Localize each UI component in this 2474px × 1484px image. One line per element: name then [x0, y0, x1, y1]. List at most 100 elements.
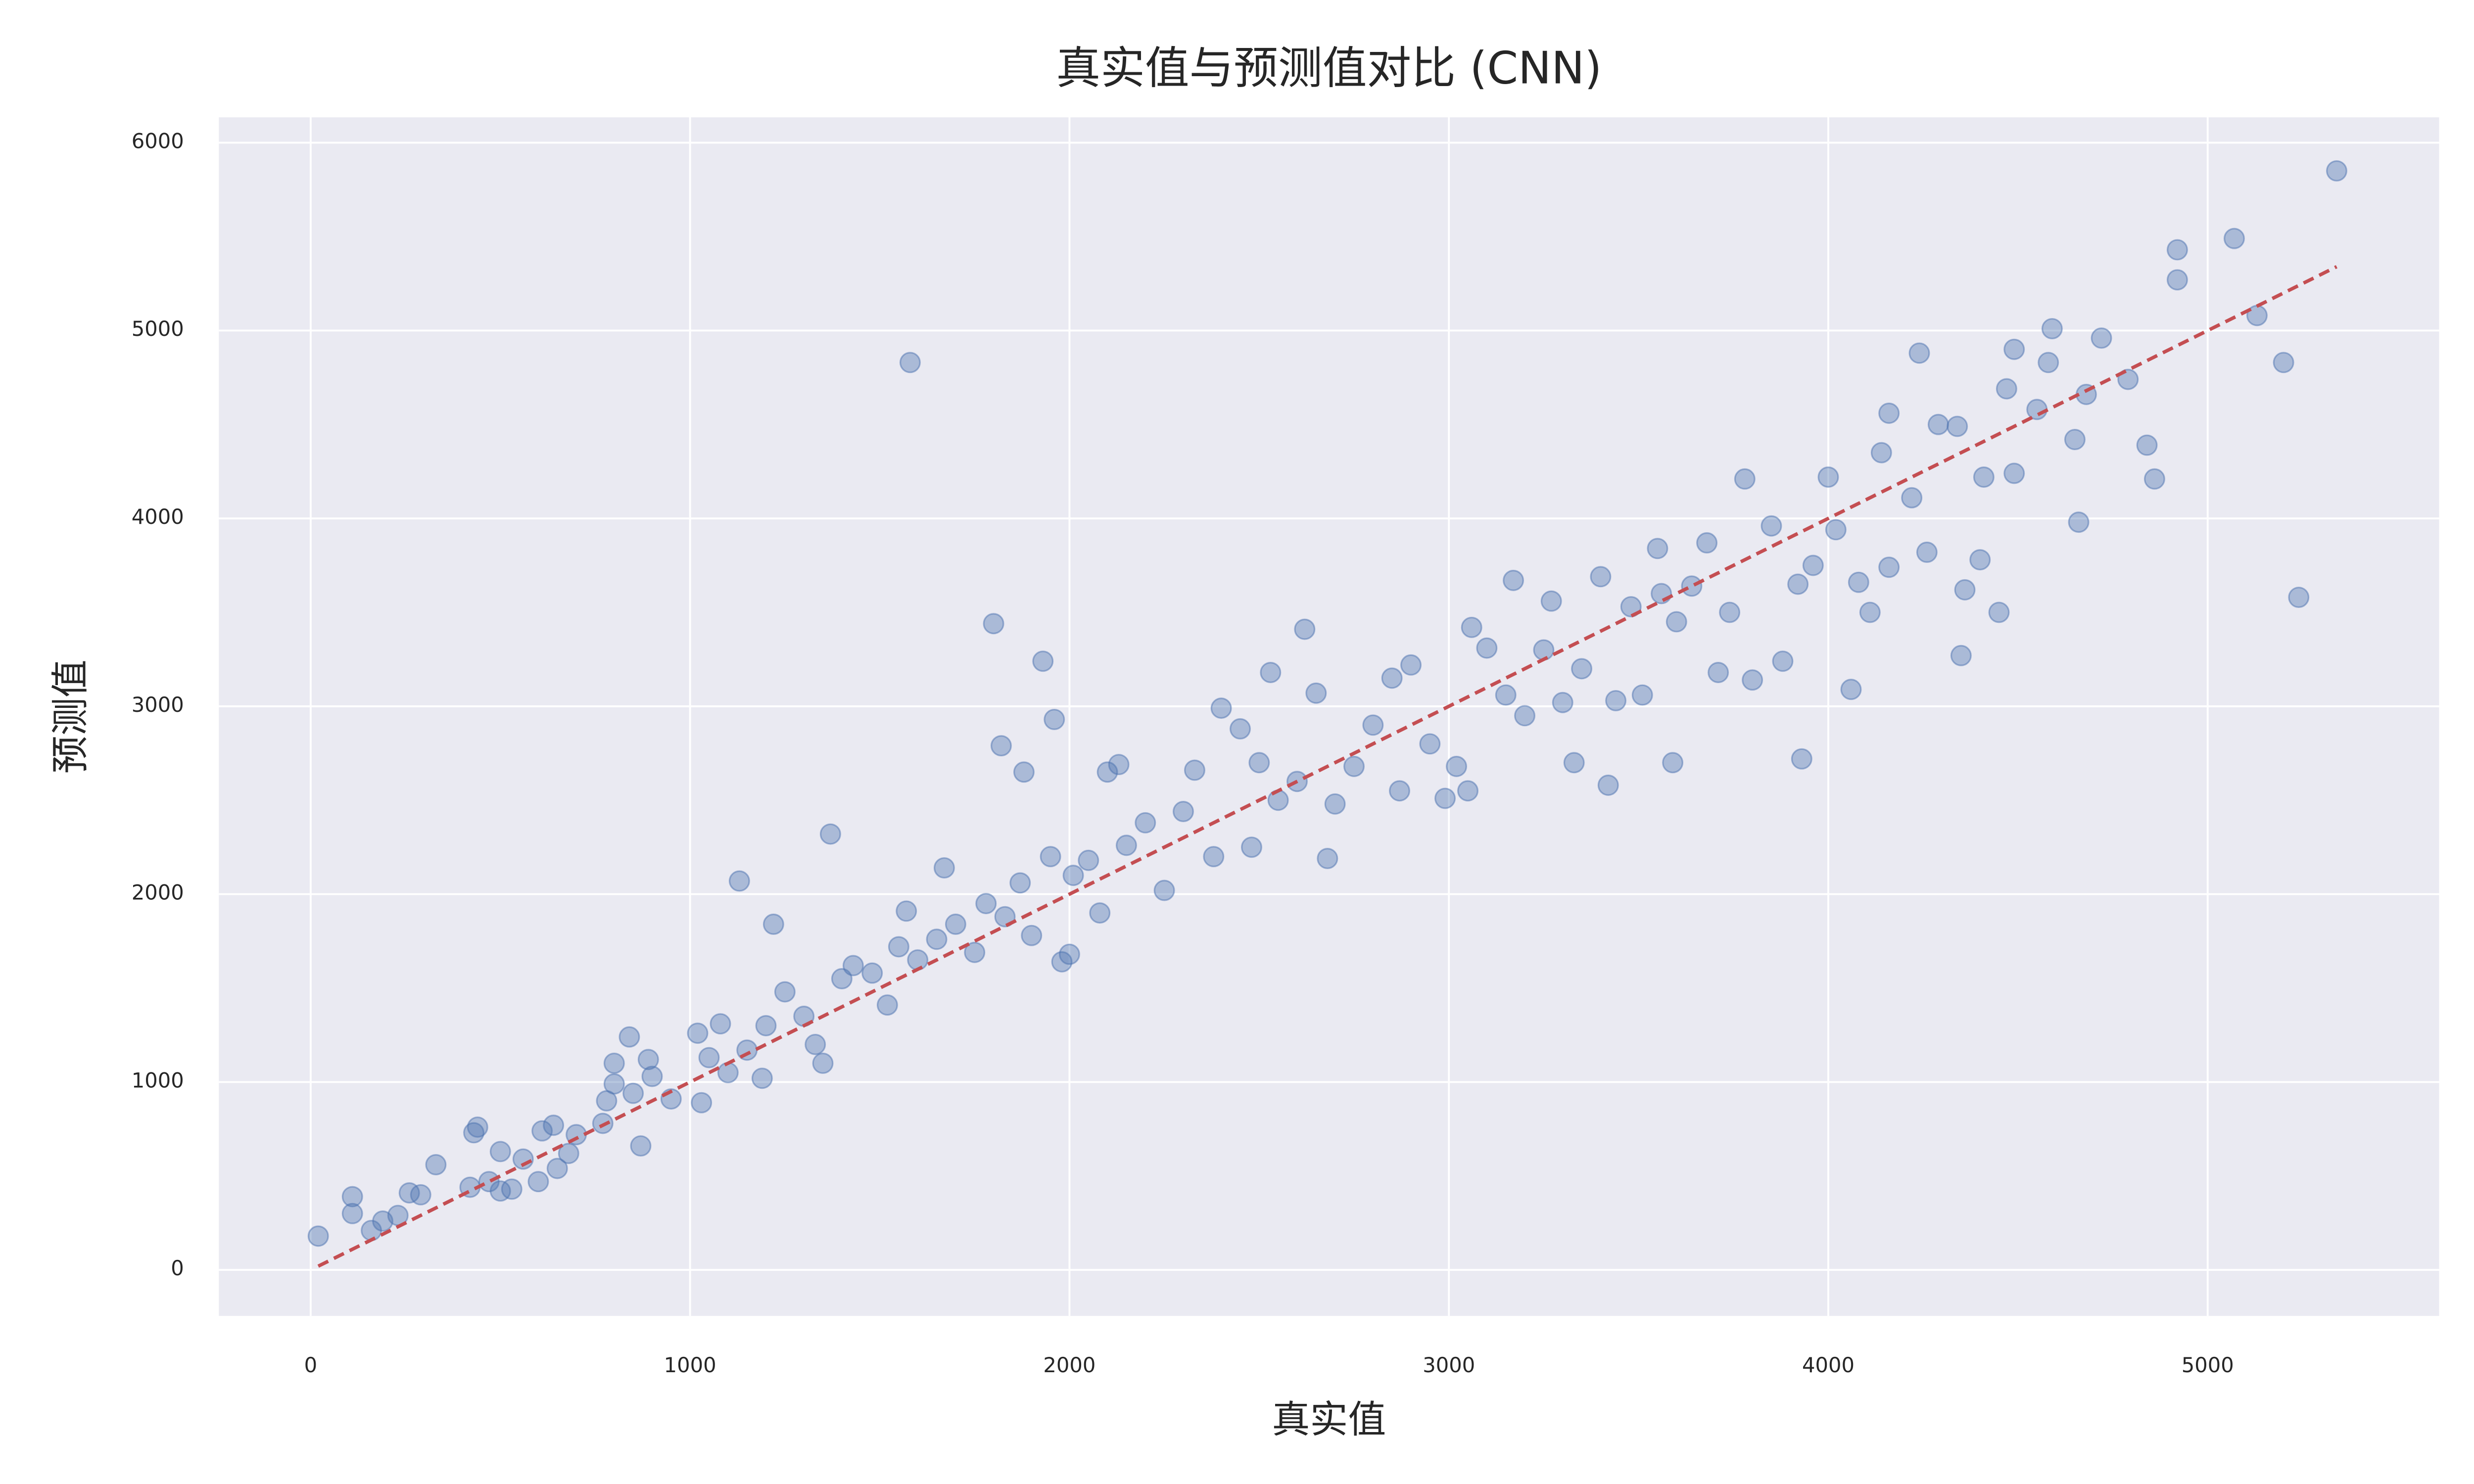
scatter-point: [1760, 515, 1782, 537]
scatter-point: [1013, 761, 1035, 783]
scatter-point: [876, 994, 898, 1016]
scatter-point: [1597, 774, 1619, 796]
scatter-point: [1552, 692, 1573, 713]
scatter-point: [622, 1082, 644, 1104]
scatter-point: [710, 1013, 731, 1035]
y-tick-label: 6000: [132, 129, 184, 153]
scatter-point: [1514, 705, 1536, 727]
y-tick-label: 0: [171, 1256, 184, 1280]
scatter-point: [2166, 269, 2188, 291]
scatter-point: [1631, 684, 1653, 706]
scatter-point: [1878, 402, 1900, 424]
scatter-point: [1719, 602, 1741, 623]
scatter-point: [698, 1047, 720, 1068]
scatter-point: [907, 949, 929, 971]
scatter-point: [1916, 541, 1938, 563]
scatter-point: [1260, 661, 1282, 683]
scatter-point: [1343, 755, 1365, 777]
scatter-point: [1434, 788, 1456, 809]
scatter-point: [1210, 697, 1232, 719]
scatter-point: [1665, 611, 1687, 633]
scatter-point: [805, 1033, 826, 1055]
x-axis-label: 真实值: [1272, 1398, 1386, 1442]
scatter-point: [603, 1073, 625, 1095]
scatter-point: [1241, 836, 1262, 858]
scatter-point: [1996, 378, 2017, 400]
scatter-point: [1135, 812, 1156, 834]
scatter-point: [896, 900, 917, 922]
scatter-point: [1400, 654, 1422, 676]
scatter-point: [1495, 684, 1517, 706]
scatter-point: [1825, 519, 1847, 541]
scatter-point: [2117, 369, 2139, 390]
scatter-point: [1009, 872, 1031, 894]
scatter-point: [774, 981, 796, 1003]
scatter-point: [1419, 733, 1441, 755]
scatter-point: [1840, 679, 1862, 700]
scatter-point: [410, 1184, 431, 1206]
scatter-point: [1571, 658, 1593, 680]
scatter-point: [994, 906, 1016, 928]
scatter-point: [1446, 755, 1468, 777]
scatter-point: [2136, 434, 2158, 456]
scatter-point: [1662, 752, 1684, 774]
scatter-point: [2003, 463, 2025, 484]
scatter-point: [637, 1049, 659, 1070]
scatter-point: [691, 1092, 713, 1113]
chart-title: 真实值与预测值对比 (CNN): [1056, 43, 1602, 94]
scatter-point: [1772, 650, 1794, 672]
scatter-point: [341, 1203, 363, 1224]
plot-background: [219, 117, 2439, 1316]
scatter-point: [1021, 925, 1043, 946]
scatter-point: [1044, 708, 1065, 730]
scatter-point: [1032, 650, 1054, 672]
scatter-point: [2288, 587, 2310, 608]
scatter-point: [1305, 682, 1327, 704]
scatter-point: [1848, 571, 1869, 593]
scatter-point: [755, 1015, 777, 1036]
scatter-point: [425, 1154, 447, 1175]
scatter-point: [1901, 487, 1923, 509]
scatter-point: [1734, 468, 1756, 490]
marks: [307, 160, 2347, 1268]
scatter-point: [1040, 846, 1061, 868]
scatter-point: [975, 893, 997, 915]
scatter-point: [751, 1067, 773, 1089]
scatter-point: [603, 1052, 625, 1074]
y-tick-label: 1000: [132, 1068, 184, 1092]
scatter-point: [1248, 752, 1270, 774]
scatter-point: [762, 913, 784, 935]
scatter-point: [1791, 748, 1812, 770]
scatter-point: [527, 1171, 549, 1193]
scatter-point: [341, 1186, 363, 1207]
y-tick-label: 4000: [132, 505, 184, 529]
scatter-point: [933, 857, 955, 879]
scatter-point: [1620, 596, 1642, 618]
scatter-point: [1115, 835, 1137, 856]
scatter-point: [1969, 549, 1991, 571]
scatter-point: [1647, 538, 1668, 559]
scatter-point: [641, 1066, 663, 1087]
scatter-point: [1203, 846, 1225, 868]
scatter-point: [926, 928, 948, 950]
scatter-point: [2003, 338, 2025, 360]
scatter-point: [543, 1114, 565, 1136]
scatter-point: [1817, 466, 1839, 488]
y-axis-label: 预测值: [48, 659, 93, 774]
scatter-point: [1362, 714, 1384, 736]
scatter-point: [1973, 466, 1995, 488]
scatter-point: [1062, 865, 1084, 886]
scatter-point: [467, 1116, 488, 1138]
scatter-point: [1058, 943, 1080, 965]
scatter-point: [2143, 468, 2165, 490]
scatter-point: [888, 936, 909, 958]
scatter-point: [1802, 555, 1824, 576]
scatter-point: [1229, 718, 1251, 740]
scatter-point: [1153, 880, 1175, 901]
scatter-point: [2091, 327, 2112, 349]
scatter-point: [1908, 342, 1930, 364]
scatter-point: [531, 1120, 553, 1142]
scatter-point: [1381, 667, 1403, 689]
